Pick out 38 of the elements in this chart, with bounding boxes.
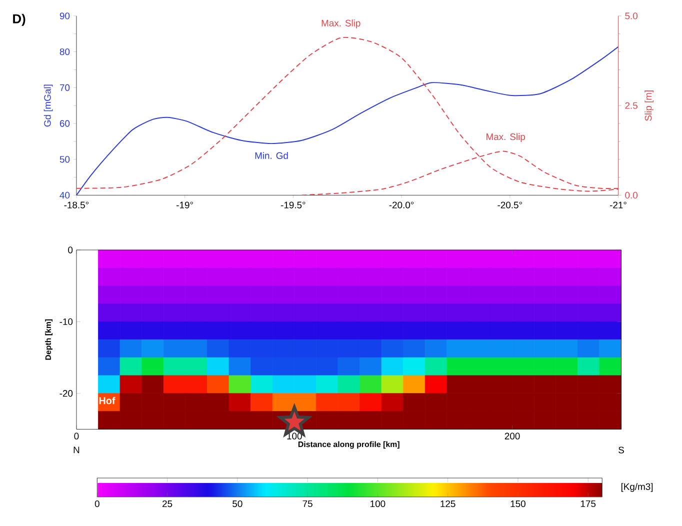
y-tick-label: 60: [60, 120, 70, 127]
x-tick-label: -19.5°: [280, 202, 306, 208]
y2-axis-title: Slip [m]: [644, 90, 654, 121]
text: N: [74, 446, 80, 454]
color-bar-label: 0: [94, 500, 100, 508]
y-tick-label: -20: [60, 390, 73, 397]
y-tick-label: 50: [60, 156, 70, 163]
color-bar-label: 25: [162, 500, 172, 508]
color-bar-label: 175: [580, 500, 596, 508]
color-bar-label: 150: [510, 500, 526, 508]
x-tick-label: 200: [504, 432, 520, 440]
y-tick-label: 0: [68, 246, 73, 254]
x-tick-label: -18.5°: [64, 202, 89, 208]
text: S: [618, 446, 624, 454]
y2-tick-label: 0.0: [625, 192, 638, 199]
annotation: Max. Slip: [322, 20, 360, 28]
annotation: Min. Gd: [255, 152, 288, 160]
color-bar-label: 125: [440, 500, 456, 508]
annotation: Hof: [99, 396, 116, 404]
color-bar-title: [Kg/m3]: [621, 483, 653, 492]
color-bar-label: 50: [232, 500, 242, 508]
x-tick-label: -20.0°: [389, 202, 414, 208]
y2-tick-label: 5.0: [625, 12, 638, 20]
x-tick-label: -19°: [176, 202, 193, 208]
y-tick-label: 40: [60, 192, 70, 199]
chart-title: D): [13, 14, 26, 26]
color-bar-label: 100: [370, 500, 386, 508]
annotation: Max. Slip: [486, 133, 525, 142]
x-tick-label: -20.5°: [498, 202, 522, 208]
color-bar-label: 75: [302, 500, 312, 508]
x-tick-label: 0: [74, 432, 79, 440]
y-tick-label: 70: [60, 84, 70, 92]
y-tick-label: 80: [60, 48, 70, 56]
x-tick-label: -21°: [610, 202, 626, 208]
y-tick-label: 90: [60, 12, 70, 20]
y-axis-title: Gd [mGal]: [44, 84, 53, 127]
y2-tick-label: 2.5: [625, 102, 638, 109]
y-tick-label: -10: [60, 318, 73, 326]
